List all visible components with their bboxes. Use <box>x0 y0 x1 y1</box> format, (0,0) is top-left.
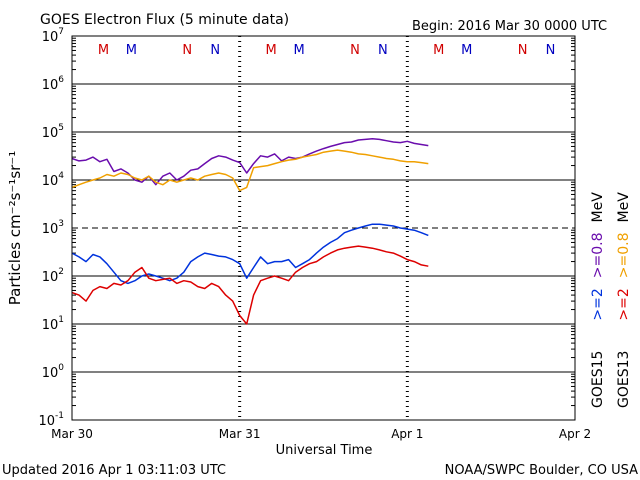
y-tick-label: 107 <box>42 27 64 45</box>
eclipse-marker: M <box>126 43 137 58</box>
y-tick-labels: 10-1 100 101 102 103 104 105 106 107 <box>38 27 64 429</box>
plot-frame <box>71 35 576 421</box>
legend: GOES15>=2>=0.8MeV GOES13>=2>=0.8MeV <box>590 192 632 408</box>
y-tick-label: 101 <box>42 315 64 333</box>
eclipse-marker: N <box>350 43 360 58</box>
grid-lines <box>72 37 575 407</box>
eclipse-marker: N <box>210 43 220 58</box>
y-tick-label: 103 <box>42 219 64 237</box>
series-line <box>71 149 429 192</box>
eclipse-marker: M <box>98 43 109 58</box>
y-tick-label: 104 <box>42 171 65 189</box>
x-axis-label: Universal Time <box>276 443 373 458</box>
x-tick-labels: Mar 30 Mar 31 Apr 1 Apr 2 <box>51 427 591 441</box>
eclipse-marker: M <box>433 43 444 58</box>
x-tick-label: Apr 1 <box>391 427 423 441</box>
y-tick-label: 10-1 <box>38 411 64 429</box>
day-separators <box>238 36 409 420</box>
y-tick-label: 100 <box>42 363 65 381</box>
eclipse-marker: N <box>546 43 556 58</box>
legend-entry: GOES15>=2>=0.8MeV <box>590 192 606 408</box>
chart-title: GOES Electron Flux (5 minute data) <box>40 12 289 28</box>
x-tick-label: Mar 31 <box>219 427 261 441</box>
begin-time: Begin: 2016 Mar 30 0000 UTC <box>412 19 607 34</box>
eclipse-marker: N <box>518 43 528 58</box>
legend-entry: GOES13>=2>=0.8MeV <box>616 192 632 408</box>
y-tick-label: 102 <box>42 267 64 285</box>
y-axis-label: Particles cm⁻²s⁻¹sr⁻¹ <box>6 151 24 305</box>
y-tick-label: 105 <box>42 123 64 141</box>
eclipse-marker: M <box>293 43 304 58</box>
series-line <box>71 223 429 285</box>
data-series <box>71 138 429 325</box>
y-tick-label: 106 <box>42 75 65 93</box>
x-tick-label: Apr 2 <box>559 427 591 441</box>
series-line <box>71 245 429 325</box>
x-tick-label: Mar 30 <box>51 427 93 441</box>
eclipse-marker: M <box>461 43 472 58</box>
eclipse-marker: M <box>265 43 276 58</box>
eclipse-marker: N <box>182 43 192 58</box>
updated-time: Updated 2016 Apr 1 03:11:03 UTC <box>2 463 226 478</box>
noaa-credit: NOAA/SWPC Boulder, CO USA <box>445 463 638 478</box>
eclipse-marker: N <box>378 43 388 58</box>
